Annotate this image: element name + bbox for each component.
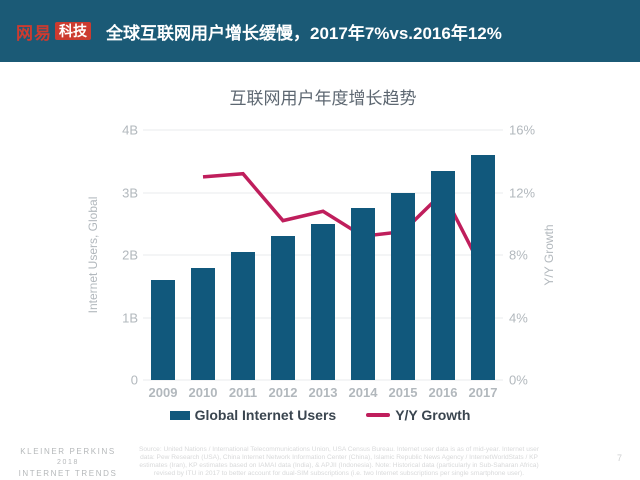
x-label-2014: 2014 — [348, 385, 378, 400]
right-axis-ticks: 16% 12% 8% 4% 0% — [509, 123, 551, 388]
logo-sub-badge: 科技 — [55, 22, 91, 40]
tick-label: 2B — [122, 247, 138, 263]
gridline — [143, 129, 503, 131]
bar-2013 — [311, 223, 335, 380]
netease-tech-logo: 网易 科技 — [16, 19, 91, 44]
legend-item-line: Y/Y Growth — [366, 407, 470, 423]
chart-legend: Global Internet Users Y/Y Growth — [0, 407, 640, 423]
tick-label: 12% — [509, 185, 536, 200]
right-axis-title: Y/Y Growth — [542, 224, 556, 286]
x-label-2009: 2009 — [148, 385, 178, 400]
bar-2011 — [231, 251, 255, 380]
tick-label: 8% — [509, 247, 528, 263]
gridline — [143, 379, 503, 381]
line-series-swatch — [366, 413, 391, 417]
legend-item-bar: Global Internet Users — [169, 407, 337, 423]
tick-label: 4B — [122, 122, 138, 138]
left-axis-title: Internet Users, Global — [86, 196, 100, 314]
tick-label: 0% — [509, 372, 528, 388]
plot-area — [143, 129, 503, 381]
page-number: 7 — [616, 453, 622, 463]
line-series-label: Y/Y Growth — [395, 407, 471, 423]
x-label-2010: 2010 — [188, 385, 218, 400]
logo-brand-text: 网易 — [16, 23, 52, 43]
x-label-2015: 2015 — [388, 385, 418, 400]
bar-2016 — [431, 170, 455, 380]
left-axis-ticks: 4B 3B 2B 1B 0 — [98, 123, 138, 388]
brand-line-2: 2018 — [57, 458, 79, 466]
bar-2014 — [351, 208, 375, 380]
x-label-2017: 2017 — [468, 385, 498, 400]
gridline — [143, 192, 503, 193]
bar-series-swatch — [169, 410, 190, 420]
source-note: Source: United Nations / International T… — [138, 446, 540, 477]
brand-line-1: KLEINER PERKINS — [20, 447, 116, 456]
kleiner-perkins-brand: KLEINER PERKINS 2018 INTERNET TRENDS — [8, 446, 128, 479]
bar-2012 — [271, 236, 295, 380]
x-label-2012: 2012 — [268, 385, 298, 400]
x-label-2016: 2016 — [428, 385, 458, 400]
bar-2017 — [471, 155, 495, 380]
brand-line-3: INTERNET TRENDS — [18, 468, 118, 478]
x-label-2013: 2013 — [308, 385, 338, 400]
bar-series-label: Global Internet Users — [194, 407, 337, 423]
x-axis-labels: 2009 2010 2011 2012 2013 2014 2015 2016 2017 — [143, 385, 503, 401]
tick-label: 3B — [122, 185, 138, 200]
tick-label: 0 — [130, 372, 138, 388]
tick-label: 1B — [122, 310, 138, 325]
footer: KLEINER PERKINS 2018 INTERNET TRENDS Sou… — [0, 440, 640, 480]
bar-2009 — [151, 280, 175, 380]
chart-title: 互联网用户年度增长趋势 — [229, 89, 417, 108]
bar-2010 — [191, 267, 215, 380]
bar-2015 — [391, 192, 415, 380]
header-bar: 网易 科技 全球互联网用户增长缓慢，2017年7%vs.2016年12% — [0, 0, 640, 62]
x-label-2011: 2011 — [228, 385, 258, 400]
article-title: 全球互联网用户增长缓慢，2017年7%vs.2016年12% — [106, 23, 502, 43]
tick-label: 16% — [509, 122, 536, 138]
tick-label: 4% — [509, 310, 528, 325]
